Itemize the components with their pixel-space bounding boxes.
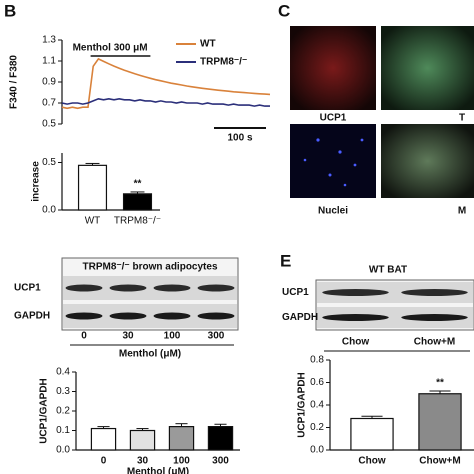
blot-title: WT BAT	[369, 265, 407, 276]
y-tick-label: 0.5	[42, 119, 56, 130]
y-tick-label: 1.1	[42, 56, 56, 67]
x-tick-label: Chow	[358, 456, 385, 467]
lane-label: 300	[208, 331, 225, 342]
blot-title: TRPM8⁻/⁻ brown adipocytes	[82, 262, 217, 273]
y-tick-label: 0.0	[42, 205, 56, 216]
x-tick-label: TRPM8⁻/⁻	[114, 216, 161, 227]
nuclei-dots	[303, 138, 364, 187]
y-tick-label: 0.4	[56, 367, 70, 378]
image-label: UCP1	[320, 113, 347, 124]
scale-bar-label: 100 s	[227, 133, 252, 144]
panel-label: C	[278, 1, 290, 20]
blot-band	[401, 314, 468, 321]
y-tick-label: 0.4	[310, 400, 324, 411]
blot-band	[197, 312, 235, 320]
blot-xlabel: Menthol (μM)	[119, 349, 181, 360]
bar	[122, 193, 153, 211]
y-tick-label: 0.1	[56, 425, 70, 436]
bar	[350, 417, 394, 451]
lane-label: Chow+M	[414, 337, 455, 348]
x-axis-label: Menthol (μM)	[127, 467, 189, 474]
micrograph	[290, 26, 376, 110]
blot-band	[109, 312, 147, 320]
y-tick-label: 0.9	[42, 77, 56, 88]
y-axis-label: increase	[31, 161, 42, 202]
micrograph	[381, 124, 474, 198]
y-tick-label: 0.5	[42, 157, 56, 168]
significance: **	[134, 179, 142, 190]
lane-label: 0	[81, 331, 87, 342]
x-tick-label: 30	[137, 456, 149, 467]
bar	[418, 393, 462, 451]
y-tick-label: 1.3	[42, 35, 56, 46]
image-label: Nuclei	[318, 206, 348, 217]
blot-strip	[317, 307, 473, 328]
bar	[77, 164, 108, 211]
micrograph	[290, 124, 376, 198]
lane-label: 30	[122, 331, 134, 342]
y-axis-label: UCP1/GAPDH	[39, 378, 50, 444]
y-axis-label: F340 / F380	[9, 55, 20, 109]
trace	[61, 97, 270, 107]
trace	[61, 57, 271, 110]
y-tick-label: 0.2	[56, 406, 70, 417]
x-tick-label: 0	[101, 456, 107, 467]
y-tick-label: 0.7	[42, 98, 56, 109]
blot-band	[109, 284, 147, 292]
y-tick-label: 0.8	[310, 355, 324, 366]
image-label: T	[459, 113, 465, 124]
blot-row-label: GAPDH	[14, 311, 50, 322]
blot-band	[322, 314, 389, 321]
lane-label: 100	[164, 331, 181, 342]
bar	[207, 426, 234, 451]
y-tick-label: 0.6	[310, 377, 324, 388]
y-axis-label: UCP1/GAPDH	[297, 372, 308, 438]
y-tick-label: 0.0	[56, 445, 70, 456]
x-tick-label: WT	[85, 216, 101, 227]
blot-row-label: UCP1	[14, 283, 41, 294]
y-tick-label: 0.0	[310, 445, 324, 456]
x-tick-label: 300	[212, 456, 229, 467]
blot-band	[65, 284, 103, 292]
y-tick-label: 0.3	[56, 386, 70, 397]
image-label: M	[458, 206, 466, 217]
bar	[90, 427, 117, 451]
blot-row-label: GAPDH	[282, 312, 318, 323]
legend-label: TRPM8⁻/⁻	[200, 57, 247, 68]
blot-band	[197, 284, 235, 292]
blot-row-label: UCP1	[282, 287, 309, 298]
significance: **	[436, 378, 444, 389]
bar	[129, 429, 156, 451]
x-tick-label: 100	[173, 456, 190, 467]
blot-band	[153, 312, 191, 320]
blot-band	[65, 312, 103, 320]
blot-band	[401, 289, 468, 296]
bar	[168, 426, 195, 451]
blot-band	[153, 284, 191, 292]
lane-label: Chow	[342, 337, 369, 348]
micrograph	[381, 26, 474, 110]
y-tick-label: 0.2	[310, 422, 324, 433]
stimulus-label: Menthol 300 μM	[73, 43, 148, 54]
blot-strip	[317, 282, 473, 303]
x-tick-label: Chow+M	[419, 456, 460, 467]
legend-label: WT	[200, 39, 216, 50]
blot-band	[322, 289, 389, 296]
panel-label: B	[4, 1, 16, 20]
panel-label: E	[280, 251, 291, 270]
